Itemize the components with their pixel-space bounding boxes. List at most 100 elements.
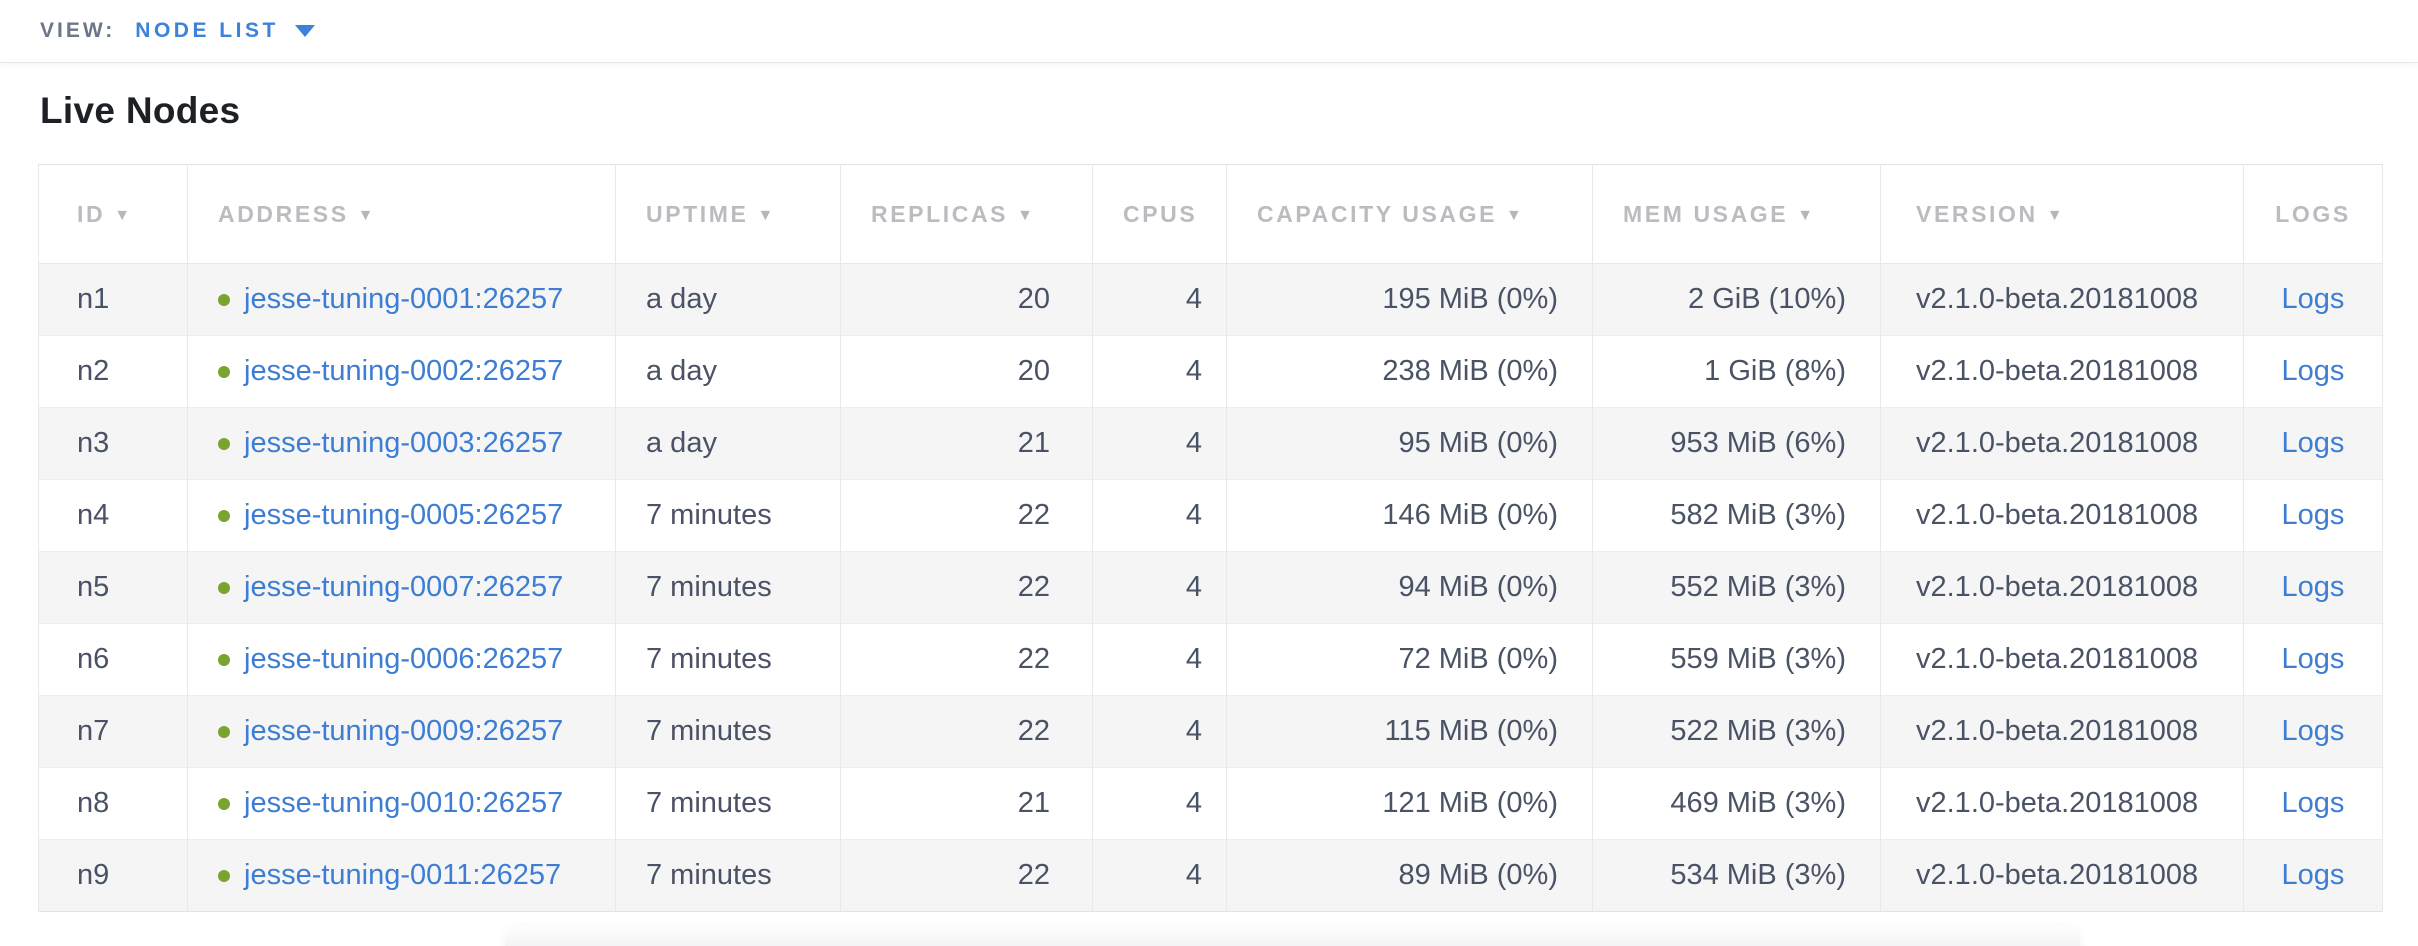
node-capacity-cell: 238 MiB (0%) — [1226, 335, 1593, 408]
view-selected-value: NODE LIST — [135, 19, 279, 42]
nodes-table: ID ▼ ADDRESS ▼ UPTIME ▼ REPLICAS ▼ CPUS CAPACITY … — [38, 164, 2383, 912]
node-mem-cell: 534 MiB (3%) — [1592, 839, 1881, 912]
logs-link[interactable]: Logs — [2281, 283, 2345, 315]
column-header-version[interactable]: VERSION ▼ — [1880, 164, 2244, 264]
node-logs-cell: Logs — [2243, 623, 2383, 696]
node-mem-cell: 469 MiB (3%) — [1592, 767, 1881, 840]
table-row: n4 jesse-tuning-0005:26257 7 minutes 22 4 146… — [38, 479, 2383, 552]
node-address-cell: jesse-tuning-0006:26257 — [187, 623, 616, 696]
logs-link[interactable]: Logs — [2281, 643, 2345, 675]
view-selector-dropdown[interactable]: NODE LIST — [135, 19, 315, 43]
column-header-capacity[interactable]: CAPACITY USAGE ▼ — [1226, 164, 1593, 264]
logs-link[interactable]: Logs — [2281, 859, 2345, 891]
logs-link[interactable]: Logs — [2281, 355, 2345, 387]
node-address-link[interactable]: jesse-tuning-0002:26257 — [244, 355, 564, 387]
node-address-cell: jesse-tuning-0002:26257 — [187, 335, 616, 408]
column-label-mem: MEM USAGE — [1623, 200, 1789, 227]
node-uptime-cell: a day — [615, 263, 841, 336]
node-id-cell: n2 — [38, 335, 188, 408]
node-cpus-cell: 4 — [1092, 767, 1227, 840]
node-address-cell: jesse-tuning-0011:26257 — [187, 839, 616, 912]
node-address-cell: jesse-tuning-0009:26257 — [187, 695, 616, 768]
node-capacity-cell: 115 MiB (0%) — [1226, 695, 1593, 768]
status-healthy-dot-icon — [218, 582, 230, 594]
node-logs-cell: Logs — [2243, 263, 2383, 336]
chevron-down-icon — [294, 25, 315, 37]
node-cpus-cell: 4 — [1092, 479, 1227, 552]
node-version-cell: v2.1.0-beta.20181008 — [1880, 407, 2244, 480]
node-address-cell: jesse-tuning-0005:26257 — [187, 479, 616, 552]
column-label-cpus: CPUS — [1123, 200, 1198, 227]
logs-link[interactable]: Logs — [2281, 715, 2345, 747]
table-row: n2 jesse-tuning-0002:26257 a day 20 4 238 MiB… — [38, 335, 2383, 408]
sort-desc-icon: ▼ — [1017, 206, 1036, 224]
column-header-address[interactable]: ADDRESS ▼ — [187, 164, 616, 264]
node-mem-cell: 2 GiB (10%) — [1592, 263, 1881, 336]
node-replicas-cell: 22 — [840, 695, 1093, 768]
sort-desc-icon: ▼ — [2046, 206, 2066, 224]
table-row: n9 jesse-tuning-0011:26257 7 minutes 22 4 89 … — [38, 839, 2383, 912]
node-id-cell: n6 — [38, 623, 188, 696]
node-uptime-cell: 7 minutes — [615, 695, 841, 768]
table-header-row: ID ▼ ADDRESS ▼ UPTIME ▼ REPLICAS ▼ CPUS CAPACITY … — [38, 164, 2383, 264]
column-header-mem[interactable]: MEM USAGE ▼ — [1592, 164, 1881, 264]
node-logs-cell: Logs — [2243, 695, 2383, 768]
node-mem-cell: 1 GiB (8%) — [1592, 335, 1881, 408]
node-replicas-cell: 21 — [840, 407, 1093, 480]
node-version-cell: v2.1.0-beta.20181008 — [1880, 551, 2244, 624]
table-row: n6 jesse-tuning-0006:26257 7 minutes 22 4 72 … — [38, 623, 2383, 696]
node-address-link[interactable]: jesse-tuning-0010:26257 — [244, 787, 564, 819]
node-capacity-cell: 94 MiB (0%) — [1226, 551, 1593, 624]
node-cpus-cell: 4 — [1092, 335, 1227, 408]
node-address-link[interactable]: jesse-tuning-0011:26257 — [244, 859, 562, 891]
node-uptime-cell: 7 minutes — [615, 551, 841, 624]
logs-link[interactable]: Logs — [2281, 787, 2345, 819]
node-uptime-cell: a day — [615, 407, 841, 480]
node-capacity-cell: 121 MiB (0%) — [1226, 767, 1593, 840]
node-version-cell: v2.1.0-beta.20181008 — [1880, 335, 2244, 408]
column-header-replicas[interactable]: REPLICAS ▼ — [840, 164, 1093, 264]
node-capacity-cell: 72 MiB (0%) — [1226, 623, 1593, 696]
node-address-cell: jesse-tuning-0010:26257 — [187, 767, 616, 840]
sort-desc-icon: ▼ — [114, 206, 133, 224]
node-capacity-cell: 95 MiB (0%) — [1226, 407, 1593, 480]
table-row: n1 jesse-tuning-0001:26257 a day 20 4 195 MiB… — [38, 263, 2383, 336]
column-label-capacity: CAPACITY USAGE — [1257, 200, 1498, 227]
node-replicas-cell: 22 — [840, 479, 1093, 552]
node-logs-cell: Logs — [2243, 335, 2383, 408]
node-version-cell: v2.1.0-beta.20181008 — [1880, 263, 2244, 336]
node-cpus-cell: 4 — [1092, 551, 1227, 624]
node-address-link[interactable]: jesse-tuning-0006:26257 — [244, 643, 564, 675]
column-header-id[interactable]: ID ▼ — [38, 164, 188, 264]
node-id-cell: n5 — [38, 551, 188, 624]
sort-desc-icon: ▼ — [1506, 206, 1525, 224]
node-address-link[interactable]: jesse-tuning-0003:26257 — [244, 427, 564, 459]
sort-desc-icon: ▼ — [757, 206, 776, 224]
node-mem-cell: 552 MiB (3%) — [1592, 551, 1881, 624]
logs-link[interactable]: Logs — [2281, 427, 2345, 459]
view-bar: VIEW: NODE LIST — [0, 0, 2418, 63]
node-address-link[interactable]: jesse-tuning-0001:26257 — [244, 283, 564, 315]
node-cpus-cell: 4 — [1092, 695, 1227, 768]
live-nodes-table-container: ID ▼ ADDRESS ▼ UPTIME ▼ REPLICAS ▼ CPUS CAPACITY … — [38, 164, 2383, 912]
node-uptime-cell: a day — [615, 335, 841, 408]
node-address-cell: jesse-tuning-0007:26257 — [187, 551, 616, 624]
status-healthy-dot-icon — [218, 726, 230, 738]
node-address-link[interactable]: jesse-tuning-0009:26257 — [244, 715, 564, 747]
node-replicas-cell: 22 — [840, 623, 1093, 696]
node-address-link[interactable]: jesse-tuning-0007:26257 — [244, 571, 564, 603]
status-healthy-dot-icon — [218, 798, 230, 810]
logs-link[interactable]: Logs — [2281, 571, 2345, 603]
column-header-uptime[interactable]: UPTIME ▼ — [615, 164, 841, 264]
logs-link[interactable]: Logs — [2281, 499, 2345, 531]
view-label: VIEW: — [40, 19, 116, 42]
node-version-cell: v2.1.0-beta.20181008 — [1880, 623, 2244, 696]
status-healthy-dot-icon — [218, 366, 230, 378]
node-id-cell: n1 — [38, 263, 188, 336]
sort-desc-icon: ▼ — [357, 206, 377, 224]
node-version-cell: v2.1.0-beta.20181008 — [1880, 839, 2244, 912]
node-id-cell: n3 — [38, 407, 188, 480]
column-label-uptime: UPTIME — [646, 200, 749, 227]
node-address-link[interactable]: jesse-tuning-0005:26257 — [244, 499, 564, 531]
node-cpus-cell: 4 — [1092, 407, 1227, 480]
